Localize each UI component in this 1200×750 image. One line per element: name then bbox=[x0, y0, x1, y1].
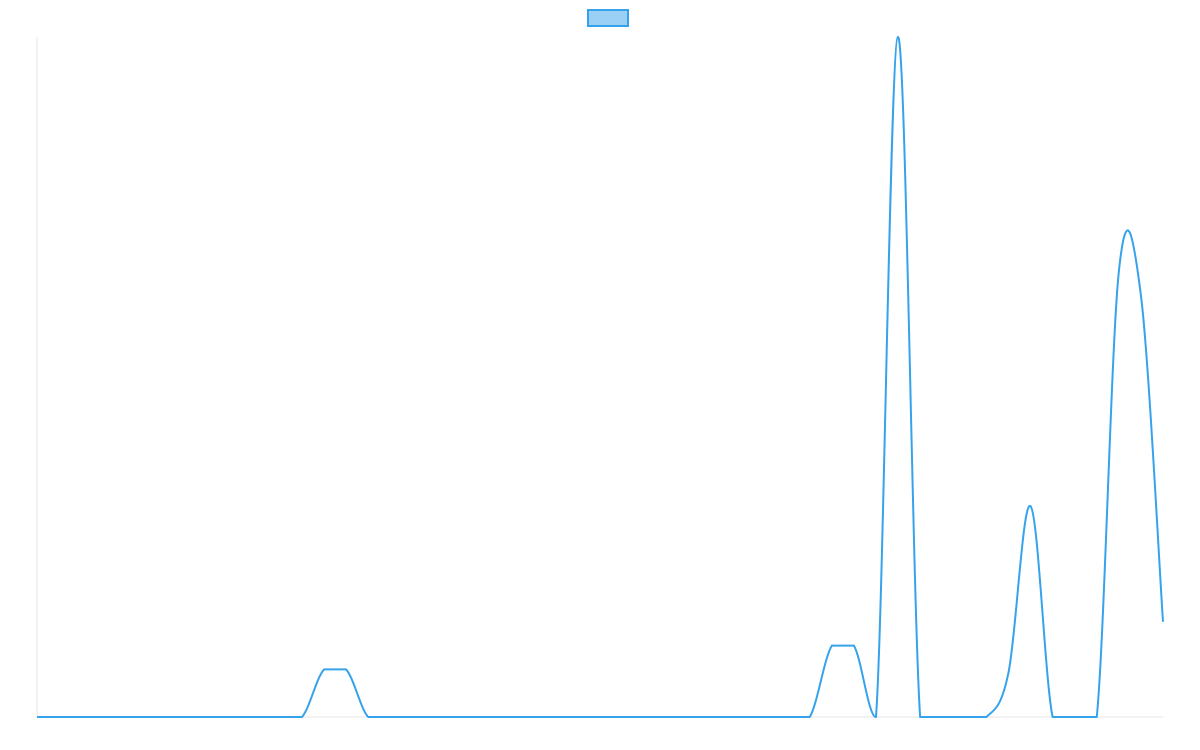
data-point[interactable] bbox=[364, 713, 372, 721]
chart-axes bbox=[36, 37, 1163, 718]
data-point[interactable] bbox=[408, 713, 416, 721]
data-point[interactable] bbox=[541, 713, 549, 721]
data-point[interactable] bbox=[165, 713, 173, 721]
data-points-layer bbox=[33, 33, 1167, 721]
data-point[interactable] bbox=[1004, 669, 1012, 677]
data-point[interactable] bbox=[276, 713, 284, 721]
data-point[interactable] bbox=[607, 713, 615, 721]
data-point[interactable] bbox=[430, 713, 438, 721]
data-point[interactable] bbox=[850, 642, 858, 650]
data-point[interactable] bbox=[673, 713, 681, 721]
data-point[interactable] bbox=[717, 713, 725, 721]
legend-swatch bbox=[587, 9, 629, 27]
data-point[interactable] bbox=[475, 713, 483, 721]
data-point[interactable] bbox=[77, 713, 85, 721]
legend[interactable] bbox=[587, 9, 629, 27]
data-point[interactable] bbox=[563, 713, 571, 721]
data-point[interactable] bbox=[1027, 502, 1035, 510]
data-point[interactable] bbox=[452, 713, 460, 721]
data-point[interactable] bbox=[1049, 713, 1057, 721]
data-point[interactable] bbox=[960, 713, 968, 721]
data-point[interactable] bbox=[872, 713, 880, 721]
data-point[interactable] bbox=[1115, 268, 1123, 276]
data-point[interactable] bbox=[55, 713, 63, 721]
data-point[interactable] bbox=[386, 713, 394, 721]
data-point[interactable] bbox=[740, 713, 748, 721]
data-point[interactable] bbox=[1071, 713, 1079, 721]
series-layer bbox=[36, 36, 1164, 719]
data-point[interactable] bbox=[121, 713, 129, 721]
data-point[interactable] bbox=[806, 713, 814, 721]
data-point[interactable] bbox=[784, 713, 792, 721]
series-line bbox=[36, 36, 1164, 719]
data-point[interactable] bbox=[497, 713, 505, 721]
data-point[interactable] bbox=[99, 713, 107, 721]
data-point[interactable] bbox=[629, 713, 637, 721]
data-point[interactable] bbox=[916, 713, 924, 721]
data-point[interactable] bbox=[143, 713, 151, 721]
data-point[interactable] bbox=[894, 33, 902, 41]
data-point[interactable] bbox=[232, 713, 240, 721]
data-point[interactable] bbox=[651, 713, 659, 721]
data-point[interactable] bbox=[1137, 291, 1145, 299]
data-point[interactable] bbox=[254, 713, 262, 721]
data-point[interactable] bbox=[982, 713, 990, 721]
data-point[interactable] bbox=[762, 713, 770, 721]
data-point[interactable] bbox=[828, 642, 836, 650]
data-point[interactable] bbox=[1093, 713, 1101, 721]
data-point[interactable] bbox=[320, 665, 328, 673]
data-point[interactable] bbox=[1159, 618, 1167, 626]
data-point[interactable] bbox=[938, 713, 946, 721]
data-point[interactable] bbox=[695, 713, 703, 721]
data-point[interactable] bbox=[188, 713, 196, 721]
legend-item[interactable] bbox=[587, 9, 629, 27]
data-point[interactable] bbox=[210, 713, 218, 721]
data-point[interactable] bbox=[342, 665, 350, 673]
data-point[interactable] bbox=[585, 713, 593, 721]
data-point[interactable] bbox=[33, 713, 41, 721]
data-point[interactable] bbox=[519, 713, 527, 721]
data-point[interactable] bbox=[298, 713, 306, 721]
